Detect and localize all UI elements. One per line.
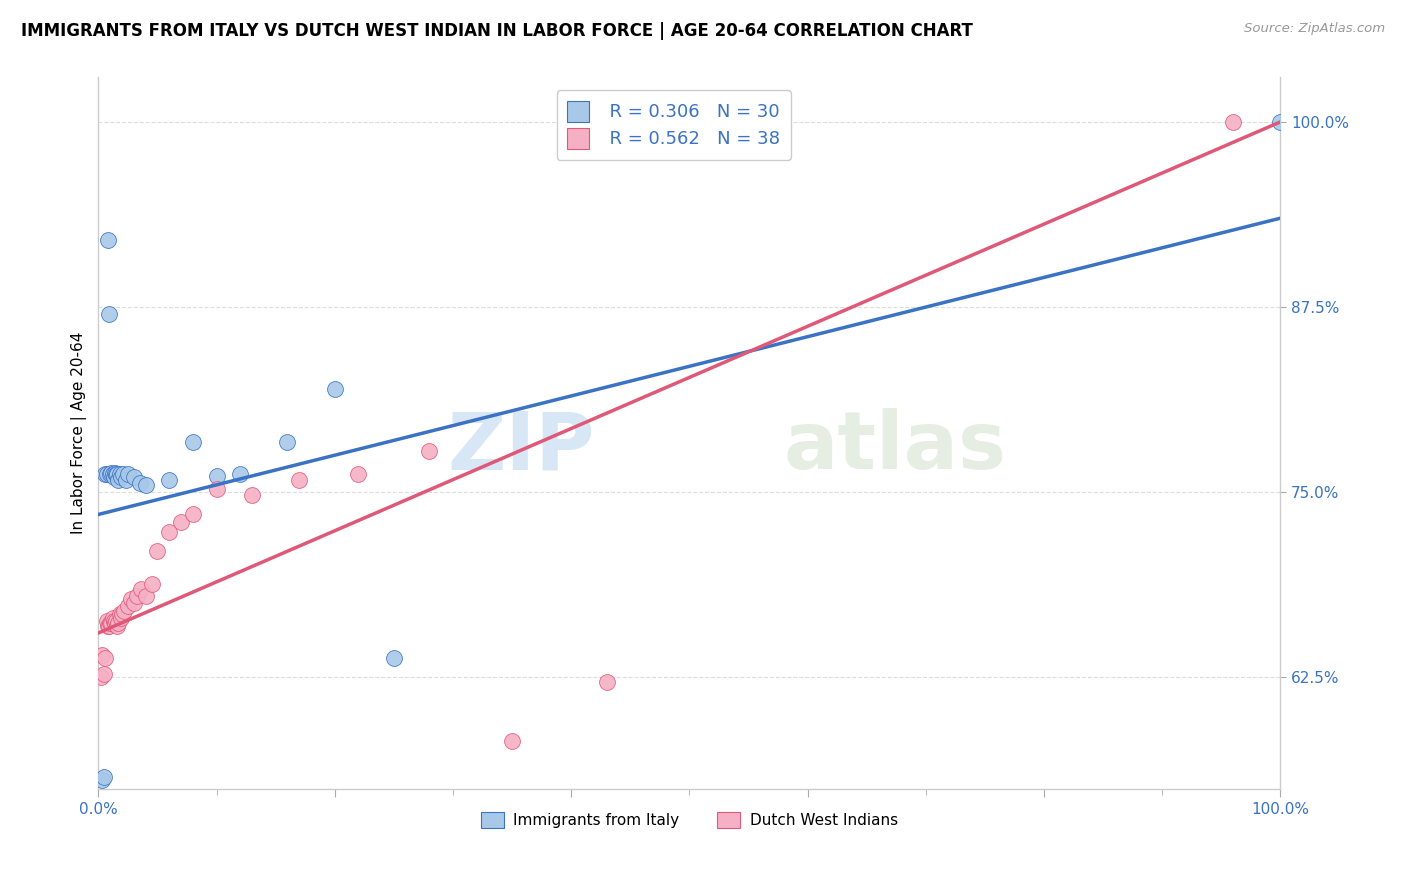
Point — [501, 734, 523, 748]
Point — [112, 604, 135, 618]
Point — [288, 474, 311, 488]
Point — [240, 488, 263, 502]
Point — [97, 234, 120, 248]
Point — [111, 607, 134, 621]
Point — [101, 467, 124, 482]
Text: ZIP: ZIP — [447, 409, 595, 486]
Point — [135, 589, 157, 603]
Point — [101, 611, 124, 625]
Point — [107, 615, 129, 630]
Point — [1222, 115, 1244, 129]
Text: IMMIGRANTS FROM ITALY VS DUTCH WEST INDIAN IN LABOR FORCE | AGE 20-64 CORRELATIO: IMMIGRANTS FROM ITALY VS DUTCH WEST INDI… — [21, 22, 973, 40]
Point — [94, 651, 117, 665]
Point — [170, 515, 193, 529]
Point — [105, 467, 128, 482]
Point — [100, 615, 122, 630]
Point — [108, 467, 131, 482]
Point — [276, 434, 298, 449]
Point — [98, 467, 121, 482]
Point — [98, 615, 121, 630]
Point — [117, 467, 139, 482]
Point — [96, 614, 118, 628]
Point — [108, 607, 131, 621]
Point — [96, 467, 118, 482]
Point — [93, 770, 115, 784]
Point — [120, 591, 142, 606]
Point — [103, 614, 125, 628]
Point — [323, 382, 346, 396]
Point — [98, 308, 121, 322]
Y-axis label: In Labor Force | Age 20-64: In Labor Force | Age 20-64 — [72, 332, 87, 534]
Text: Source: ZipAtlas.com: Source: ZipAtlas.com — [1244, 22, 1385, 36]
Point — [110, 611, 132, 625]
Point — [418, 443, 440, 458]
Point — [205, 483, 228, 497]
Point — [122, 470, 145, 484]
Legend: Immigrants from Italy, Dutch West Indians: Immigrants from Italy, Dutch West Indian… — [475, 806, 904, 834]
Point — [122, 596, 145, 610]
Point — [104, 466, 127, 480]
Point — [100, 466, 122, 480]
Point — [90, 670, 112, 684]
Point — [128, 476, 150, 491]
Point — [105, 618, 128, 632]
Point — [347, 467, 370, 482]
Point — [90, 772, 112, 787]
Point — [181, 508, 204, 522]
Point — [1270, 115, 1292, 129]
Point — [103, 470, 125, 484]
Point — [97, 618, 120, 632]
Point — [205, 469, 228, 483]
Point — [117, 599, 139, 614]
Point — [181, 434, 204, 449]
Point — [157, 525, 180, 540]
Point — [98, 618, 121, 632]
Point — [105, 467, 128, 482]
Point — [90, 648, 112, 663]
Text: atlas: atlas — [785, 409, 1007, 486]
Point — [112, 467, 135, 482]
Point — [114, 474, 136, 488]
Point — [135, 478, 157, 492]
Point — [104, 615, 127, 630]
Point — [146, 544, 169, 558]
Point — [595, 674, 617, 689]
Point — [94, 467, 117, 482]
Point — [127, 589, 149, 603]
Point — [229, 467, 252, 482]
Point — [105, 614, 128, 628]
Point — [157, 474, 180, 488]
Point — [93, 667, 115, 681]
Point — [110, 470, 132, 484]
Point — [141, 577, 163, 591]
Point — [382, 651, 405, 665]
Point — [129, 582, 152, 596]
Point — [107, 474, 129, 488]
